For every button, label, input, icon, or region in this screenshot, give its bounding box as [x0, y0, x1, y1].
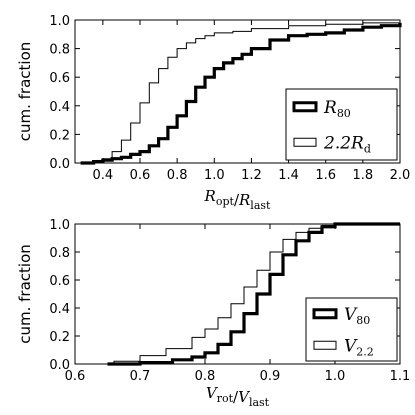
- x-tick-label: 0.9: [260, 369, 281, 384]
- y-tick-label: 0.6: [49, 274, 70, 289]
- x-tick-label: 0.6: [130, 168, 151, 183]
- y-tick-label: 1.0: [49, 14, 70, 29]
- y-tick-label: 0.6: [49, 71, 70, 86]
- x-tick-label: 1.8: [353, 168, 374, 183]
- x-tick-label: 1.2: [241, 168, 262, 183]
- series-line-1: [80, 22, 402, 165]
- x-tick-label: 0.8: [167, 168, 188, 183]
- y-axis-label: cum. fraction: [16, 244, 34, 344]
- panel-1: 0.4 0.6 0.8 1.0 1.2 1.4 1.6 1.8 2.0 0.0 0.2 0.4 0.6 0…: [16, 14, 410, 212]
- legend-label-1: V80: [344, 305, 370, 327]
- legend-swatch-2: [313, 340, 337, 350]
- x-tick-label: 0.4: [93, 168, 114, 183]
- x-tick-label: 2.0: [390, 168, 411, 183]
- legend-label-2: 2.2Rd: [323, 133, 371, 155]
- y-tick-label: 0.2: [49, 330, 70, 345]
- legend-swatch-1: [312, 308, 338, 320]
- y-tick-label: 0.2: [49, 128, 70, 143]
- legend-swatch-2: [293, 137, 317, 147]
- x-axis-label: Vrot/Vlast: [206, 384, 270, 409]
- x-tick-label: 1.1: [390, 369, 411, 384]
- legend-box: [285, 88, 398, 161]
- y-tick-label: 0.0: [49, 358, 70, 373]
- y-tick-label: 1.0: [49, 218, 70, 233]
- y-tick-label: 0.4: [49, 100, 70, 115]
- y-tick-label: 0.0: [49, 157, 70, 172]
- x-tick-label: 1.6: [315, 168, 336, 183]
- series-line-1: [107, 222, 400, 366]
- legend-swatch-1: [292, 101, 318, 113]
- x-tick-label: 1.0: [204, 168, 225, 183]
- y-tick-label: 0.4: [49, 302, 70, 317]
- legend-label-2: V2.2: [344, 336, 374, 358]
- x-tick-label: 1.4: [278, 168, 299, 183]
- panel-2: 0.6 0.7 0.8 0.9 1.0 1.1 0.0 0.2 0.4 0.6 0.8 1.0 cum.…: [16, 218, 410, 409]
- legend: V80 V2.2: [305, 297, 398, 362]
- x-tick-label: 0.8: [195, 369, 216, 384]
- plot-frame: [74, 19, 401, 164]
- legend-label-1: R80: [323, 98, 351, 120]
- series-line-2: [94, 223, 400, 365]
- series-line-2: [80, 21, 401, 164]
- x-tick-label: 0.6: [65, 369, 86, 384]
- x-axis-label: Ropt/Rlast: [204, 187, 271, 212]
- y-tick-label: 0.8: [49, 246, 70, 261]
- x-tick-label: 0.7: [130, 369, 151, 384]
- plot-frame: [74, 223, 401, 365]
- x-tick-label: 1.0: [325, 369, 346, 384]
- y-tick-label: 0.8: [49, 43, 70, 58]
- legend: R80 2.2Rd: [285, 88, 398, 161]
- y-axis-label: cum. fraction: [16, 42, 34, 142]
